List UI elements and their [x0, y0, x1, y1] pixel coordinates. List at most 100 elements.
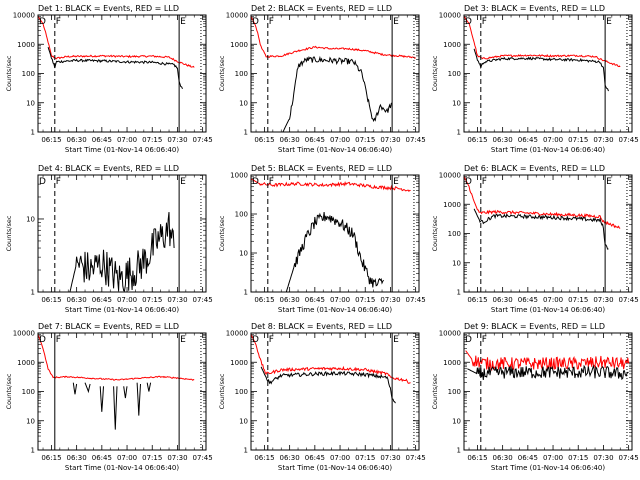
x-tick-label: 07:45	[619, 136, 639, 144]
x-tick-label: 07:00	[543, 136, 563, 144]
marker-label: D	[465, 177, 472, 187]
series-line-red	[251, 334, 411, 384]
x-tick-label: 07:45	[406, 296, 426, 304]
x-tick-label: 06:45	[305, 136, 325, 144]
plot-frame	[463, 14, 633, 133]
x-axis-label: Start Time (01-Nov-14 06:06:40)	[65, 464, 179, 472]
y-tick-label: 100	[235, 388, 248, 396]
panel-title: Det 3: BLACK = Events, RED = LLD	[464, 4, 605, 13]
series-line-red	[464, 16, 621, 68]
plot-area	[38, 175, 202, 292]
series-line-black	[84, 382, 91, 394]
y-axis-label: Counts/sec	[431, 55, 439, 91]
marker-label: F	[482, 335, 487, 345]
y-tick-label: 1	[31, 289, 35, 297]
x-tick-label: 07:15	[568, 296, 588, 304]
x-tick-label: 07:15	[355, 296, 375, 304]
plot-area	[38, 15, 202, 132]
x-tick-label: 07:45	[406, 136, 426, 144]
marker-label: F	[482, 17, 487, 27]
plot-frame	[250, 174, 420, 293]
x-tick-label: 07:30	[593, 136, 613, 144]
series-line-black	[136, 382, 141, 416]
x-tick-label: 06:15	[41, 454, 61, 462]
series-line-black	[282, 55, 393, 132]
x-tick-label: 07:45	[619, 454, 639, 462]
x-axis-label: Start Time (01-Nov-14 06:06:40)	[278, 146, 392, 154]
panel-title: Det 2: BLACK = Events, RED = LLD	[251, 4, 392, 13]
y-tick-label: 10000	[226, 12, 248, 20]
marker-label: E	[180, 335, 186, 345]
x-tick-label: 06:30	[493, 136, 513, 144]
x-tick-label: 06:45	[92, 296, 112, 304]
series-line-red	[38, 334, 195, 381]
x-tick-label: 07:15	[568, 454, 588, 462]
plot-area	[464, 15, 628, 132]
plot-frame	[250, 332, 420, 451]
series-line-black	[69, 212, 175, 292]
marker-label: D	[252, 17, 259, 27]
plot-area	[38, 333, 202, 450]
y-tick-label: 100	[235, 211, 248, 219]
x-tick-label: 06:30	[67, 296, 87, 304]
y-tick-label: 10000	[226, 330, 248, 338]
y-tick-label: 10	[239, 250, 248, 258]
panel-title: Det 4: BLACK = Events, RED = LLD	[38, 164, 179, 173]
x-tick-label: 06:45	[305, 296, 325, 304]
y-tick-label: 10	[239, 99, 248, 107]
series-line-black	[72, 382, 78, 395]
y-tick-label: 100	[448, 70, 461, 78]
x-tick-label: 06:15	[254, 454, 274, 462]
panel-det-8: Det 8: BLACK = Events, RED = LLD Counts/s…	[218, 322, 426, 472]
y-tick-label: 1	[457, 447, 461, 455]
x-tick-label: 06:30	[493, 296, 513, 304]
marker-label: F	[269, 177, 274, 187]
x-tick-label: 06:30	[493, 454, 513, 462]
x-axis-label: Start Time (01-Nov-14 06:06:40)	[278, 306, 392, 314]
y-tick-label: 10000	[439, 12, 461, 20]
series-line-black	[47, 46, 183, 90]
marker-label: D	[252, 177, 259, 187]
y-tick-label: 1000	[17, 359, 35, 367]
x-tick-label: 06:30	[280, 296, 300, 304]
series-line-black	[467, 364, 629, 381]
x-tick-label: 07:15	[142, 136, 162, 144]
x-tick-label: 06:45	[518, 454, 538, 462]
y-axis-label: Counts/sec	[218, 373, 226, 409]
x-tick-label: 07:30	[380, 454, 400, 462]
x-tick-label: 06:15	[41, 136, 61, 144]
y-tick-label: 1000	[443, 359, 461, 367]
x-axis-label: Start Time (01-Nov-14 06:06:40)	[491, 306, 605, 314]
x-tick-label: 07:00	[330, 136, 350, 144]
x-tick-label: 07:15	[568, 136, 588, 144]
x-tick-label: 07:00	[117, 454, 137, 462]
plot-area	[464, 333, 630, 450]
x-axis-label: Start Time (01-Nov-14 06:06:40)	[65, 306, 179, 314]
panel-det-7: Det 7: BLACK = Events, RED = LLD Counts/s…	[5, 322, 213, 472]
y-tick-label: 10	[26, 215, 35, 223]
y-axis-label: Counts/sec	[218, 55, 226, 91]
y-tick-label: 10000	[13, 330, 35, 338]
y-tick-label: 1	[244, 129, 248, 137]
panel-title: Det 9: BLACK = Events, RED = LLD	[464, 322, 605, 331]
plot-area	[251, 333, 415, 450]
series-line-black	[123, 386, 128, 399]
series-line-black	[473, 208, 609, 250]
marker-label: F	[482, 177, 487, 187]
x-tick-label: 06:30	[67, 454, 87, 462]
x-tick-label: 06:45	[518, 296, 538, 304]
panel-det-1: Det 1: BLACK = Events, RED = LLD Counts/s…	[5, 4, 213, 154]
y-axis-label: Counts/sec	[431, 215, 439, 251]
y-tick-label: 10	[452, 417, 461, 425]
panel-det-9: Det 9: BLACK = Events, RED = LLD Counts/s…	[431, 322, 639, 472]
x-axis-label: Start Time (01-Nov-14 06:06:40)	[491, 464, 605, 472]
series-line-red	[465, 350, 630, 371]
marker-label: D	[465, 335, 472, 345]
y-tick-label: 1000	[230, 359, 248, 367]
y-tick-label: 10	[26, 417, 35, 425]
series-line-red	[251, 16, 416, 60]
marker-label: D	[252, 335, 259, 345]
plot-area	[251, 15, 416, 132]
marker-label: E	[180, 17, 186, 27]
